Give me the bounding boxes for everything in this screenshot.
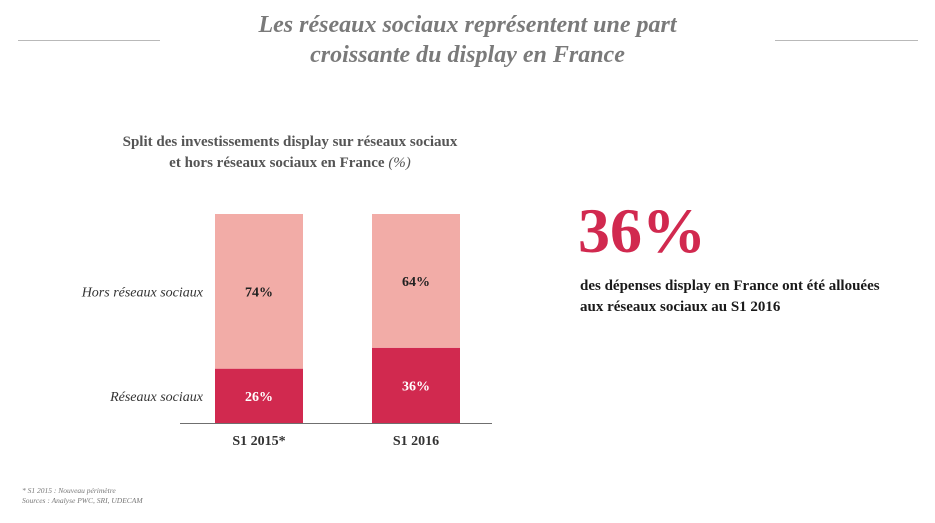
x-tick-label-1: S1 2016 xyxy=(393,434,439,449)
footnote-line1: * S1 2015 : Nouveau périmètre xyxy=(22,486,116,495)
chart-title-line2: et hors réseaux sociaux en France xyxy=(169,155,385,171)
callout-text: des dépenses display en France ont été a… xyxy=(580,278,880,315)
bar-segment-hors-reseaux-sociaux-1 xyxy=(372,214,460,348)
chart-title-unit: (%) xyxy=(388,155,411,171)
title-rule-right xyxy=(775,40,918,41)
legend-label-reseaux-sociaux: Réseaux sociaux xyxy=(109,390,204,405)
chart-title: Split des investissements display sur ré… xyxy=(70,132,510,174)
x-tick-label-0: S1 2015* xyxy=(232,434,285,449)
chart-title-line1: Split des investissements display sur ré… xyxy=(122,134,458,150)
title-rule-left xyxy=(18,40,160,41)
bar-segment-reseaux-sociaux-1 xyxy=(372,347,460,423)
bar-segment-reseaux-sociaux-0 xyxy=(215,368,303,423)
data-label-reseaux-sociaux-0: 26% xyxy=(245,390,273,405)
legend-label-hors-reseaux-sociaux: Hors réseaux sociaux xyxy=(81,285,204,300)
page-title-line1: Les réseaux sociaux représentent une par… xyxy=(258,12,677,38)
footnote-sources: Sources : Analyse PWC, SRI, UDECAM xyxy=(22,496,143,505)
data-label-reseaux-sociaux-1: 36% xyxy=(402,379,430,394)
page-title: Les réseaux sociaux représentent une par… xyxy=(160,10,775,70)
footnote: * S1 2015 : Nouveau périmètre Sources : … xyxy=(22,486,143,506)
callout-value: 36% xyxy=(578,195,706,266)
bar-segment-hors-reseaux-sociaux-0 xyxy=(215,214,303,369)
page-title-line2: croissante du display en France xyxy=(310,42,625,68)
data-label-hors-reseaux-sociaux-1: 64% xyxy=(402,275,430,290)
data-label-hors-reseaux-sociaux-0: 74% xyxy=(245,285,273,300)
